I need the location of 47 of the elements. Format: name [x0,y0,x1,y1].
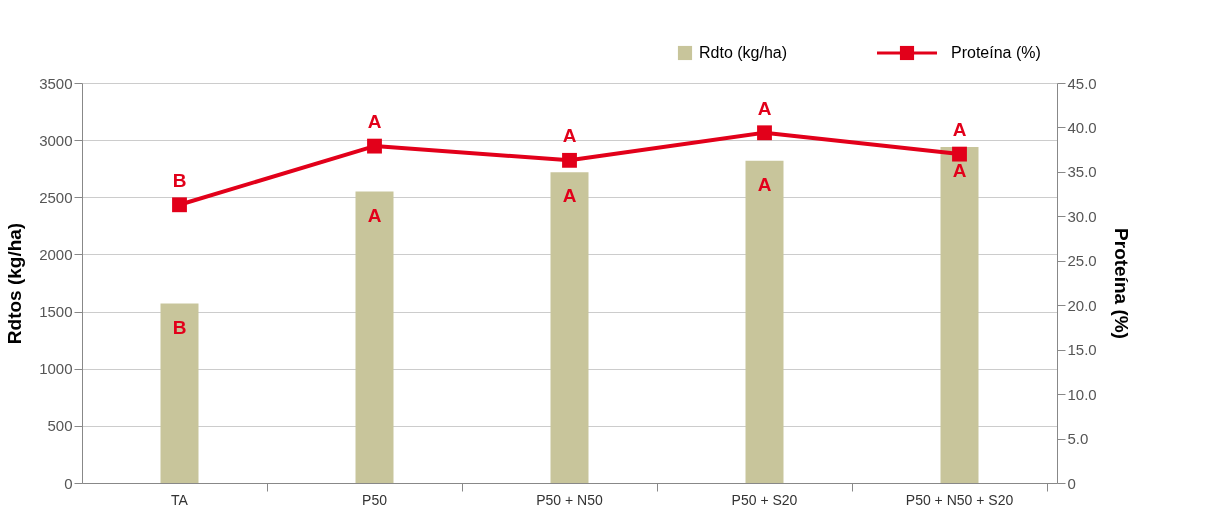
x-tick-label: P50 [362,491,388,508]
point [952,146,967,162]
bar [940,147,979,483]
y2-tick-label: 25.0 [1067,252,1097,270]
x-tick-label: P50 + S20 [731,491,798,508]
point [757,125,772,141]
x-tick-label: P50 + N50 [536,491,603,508]
point [367,138,382,154]
bar [160,303,199,483]
bar [745,160,784,483]
y-tick-label: 3000 [39,131,73,149]
y2-tick-label: 5.0 [1067,430,1089,448]
data-label: A [367,111,382,133]
y2-tick-label: 10.0 [1067,385,1097,403]
y-tick-label: 500 [47,417,73,435]
y2-tick-label: 40.0 [1067,118,1097,136]
legend-label: Rdto (kg/ha) [699,44,788,61]
data-label: A [757,173,772,195]
data-label: A [952,160,967,181]
y-tick-label: 3500 [39,74,73,92]
y-tick-label: 0 [64,474,73,492]
x-tick-label: TA [171,491,189,508]
y2-tick-label: 30.0 [1067,207,1097,225]
y2-tick-label: 0 [1067,474,1076,492]
point [172,197,187,213]
data-label: B [172,316,187,338]
y-tick-label: 2500 [39,188,73,206]
point [562,152,577,168]
bar [355,191,394,483]
y-tick-label: 1500 [39,303,73,321]
y2-tick-label: 15.0 [1067,341,1097,359]
y2-tick-label: 20.0 [1067,296,1097,314]
data-label: B [172,169,187,191]
y-tick-label: 2000 [39,245,73,263]
y2-tick-label: 35.0 [1067,163,1097,181]
data-label: A [952,119,967,141]
bar [550,172,589,483]
data-label: A [562,125,577,147]
data-label: A [757,97,772,119]
legend-label: Proteína (%) [951,44,1041,61]
x-tick-label: P50 + N50 + S20 [905,491,1014,508]
y2-axis-title: Proteína (%) [1110,228,1132,339]
data-label: A [367,204,382,226]
y2-tick-label: 45.0 [1067,74,1097,92]
y-axis-title: Rdtos (kg/ha) [4,222,26,345]
y-tick-label: 1000 [39,360,73,378]
data-label: A [562,185,577,207]
